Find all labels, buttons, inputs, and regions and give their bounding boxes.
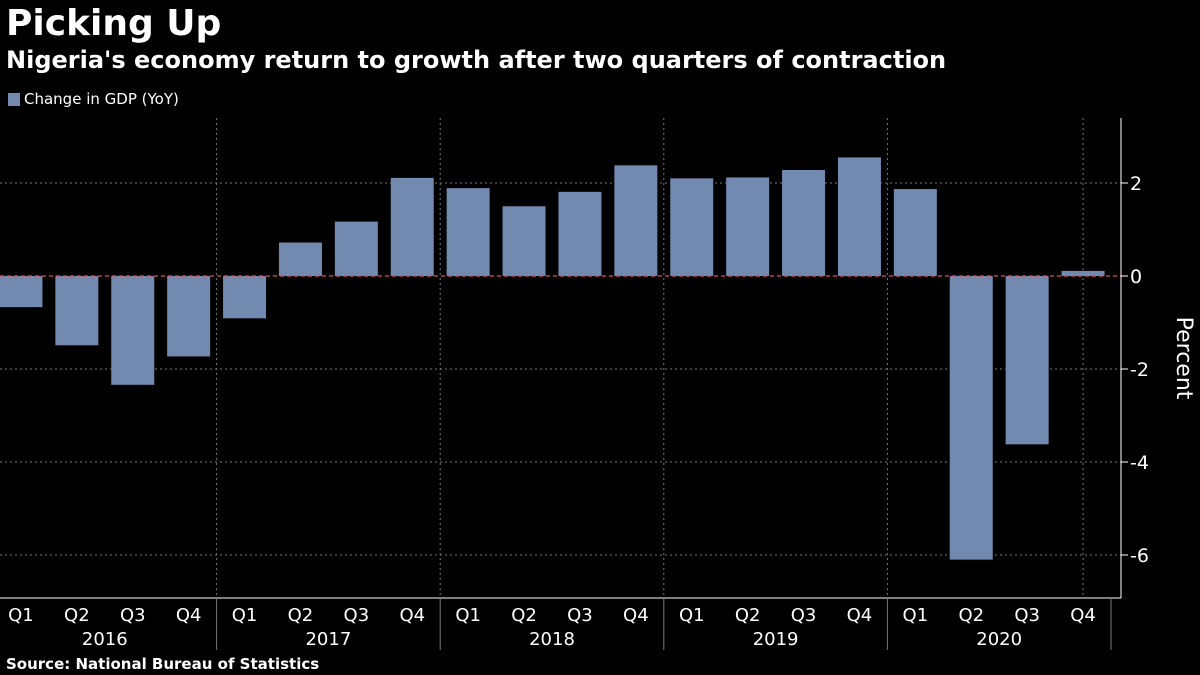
bar-15 [782, 169, 826, 276]
y-axis-title: Percent [1171, 317, 1196, 400]
year-label: 2016 [82, 629, 128, 650]
y-tick-label: -6 [1130, 545, 1149, 567]
x-tick-label: Q3 [1014, 605, 1040, 626]
bar-5 [223, 276, 267, 319]
x-tick-label: Q2 [288, 605, 314, 626]
bar-9 [446, 188, 490, 276]
x-tick-label: Q3 [120, 605, 146, 626]
bar-7 [334, 221, 378, 276]
x-tick-label: Q2 [735, 605, 761, 626]
source-note: Source: National Bureau of Statistics [6, 655, 320, 673]
x-tick-label: Q1 [8, 605, 34, 626]
x-tick-label: Q2 [958, 605, 984, 626]
x-tick-label: Q1 [455, 605, 481, 626]
bar-19 [1005, 276, 1049, 445]
legend-label: Change in GDP (YoY) [24, 90, 179, 108]
bar-2 [55, 276, 99, 346]
x-tick-label: Q4 [176, 605, 202, 626]
chart-title: Picking Up [6, 3, 222, 44]
year-label: 2018 [529, 629, 575, 650]
x-tick-label: Q2 [64, 605, 90, 626]
bar-12 [614, 165, 658, 276]
x-tick-label: Q4 [1070, 605, 1096, 626]
x-tick-label: Q1 [903, 605, 929, 626]
y-tick-label: 0 [1130, 266, 1142, 288]
bar-14 [726, 177, 770, 276]
bar-4 [167, 276, 211, 357]
x-tick-label: Q4 [399, 605, 425, 626]
year-label: 2017 [305, 629, 351, 650]
x-tick-label: Q1 [679, 605, 705, 626]
bar-20 [1061, 270, 1105, 276]
x-tick-label: Q1 [232, 605, 258, 626]
x-tick-label: Q4 [847, 605, 873, 626]
y-tick-label: -4 [1130, 452, 1149, 474]
x-tick-label: Q3 [567, 605, 593, 626]
bar-11 [558, 191, 602, 276]
x-tick-label: Q3 [344, 605, 370, 626]
bar-1 [0, 276, 43, 308]
chart-subtitle: Nigeria's economy return to growth after… [6, 46, 947, 74]
y-tick-label: 2 [1130, 173, 1142, 195]
bar-8 [390, 177, 434, 276]
bar-3 [111, 276, 155, 385]
y-tick-label: -2 [1130, 359, 1149, 381]
x-tick-label: Q4 [623, 605, 649, 626]
legend-swatch [8, 92, 20, 106]
bar-6 [278, 242, 322, 276]
x-tick-label: Q3 [791, 605, 817, 626]
bar-17 [893, 189, 937, 276]
year-label: 2020 [976, 629, 1022, 650]
bar-16 [837, 157, 881, 276]
bar-13 [670, 178, 714, 276]
legend: Change in GDP (YoY) [8, 90, 179, 108]
x-tick-label: Q2 [511, 605, 537, 626]
bar-10 [502, 206, 546, 276]
bar-18 [949, 276, 993, 560]
year-label: 2019 [753, 629, 799, 650]
